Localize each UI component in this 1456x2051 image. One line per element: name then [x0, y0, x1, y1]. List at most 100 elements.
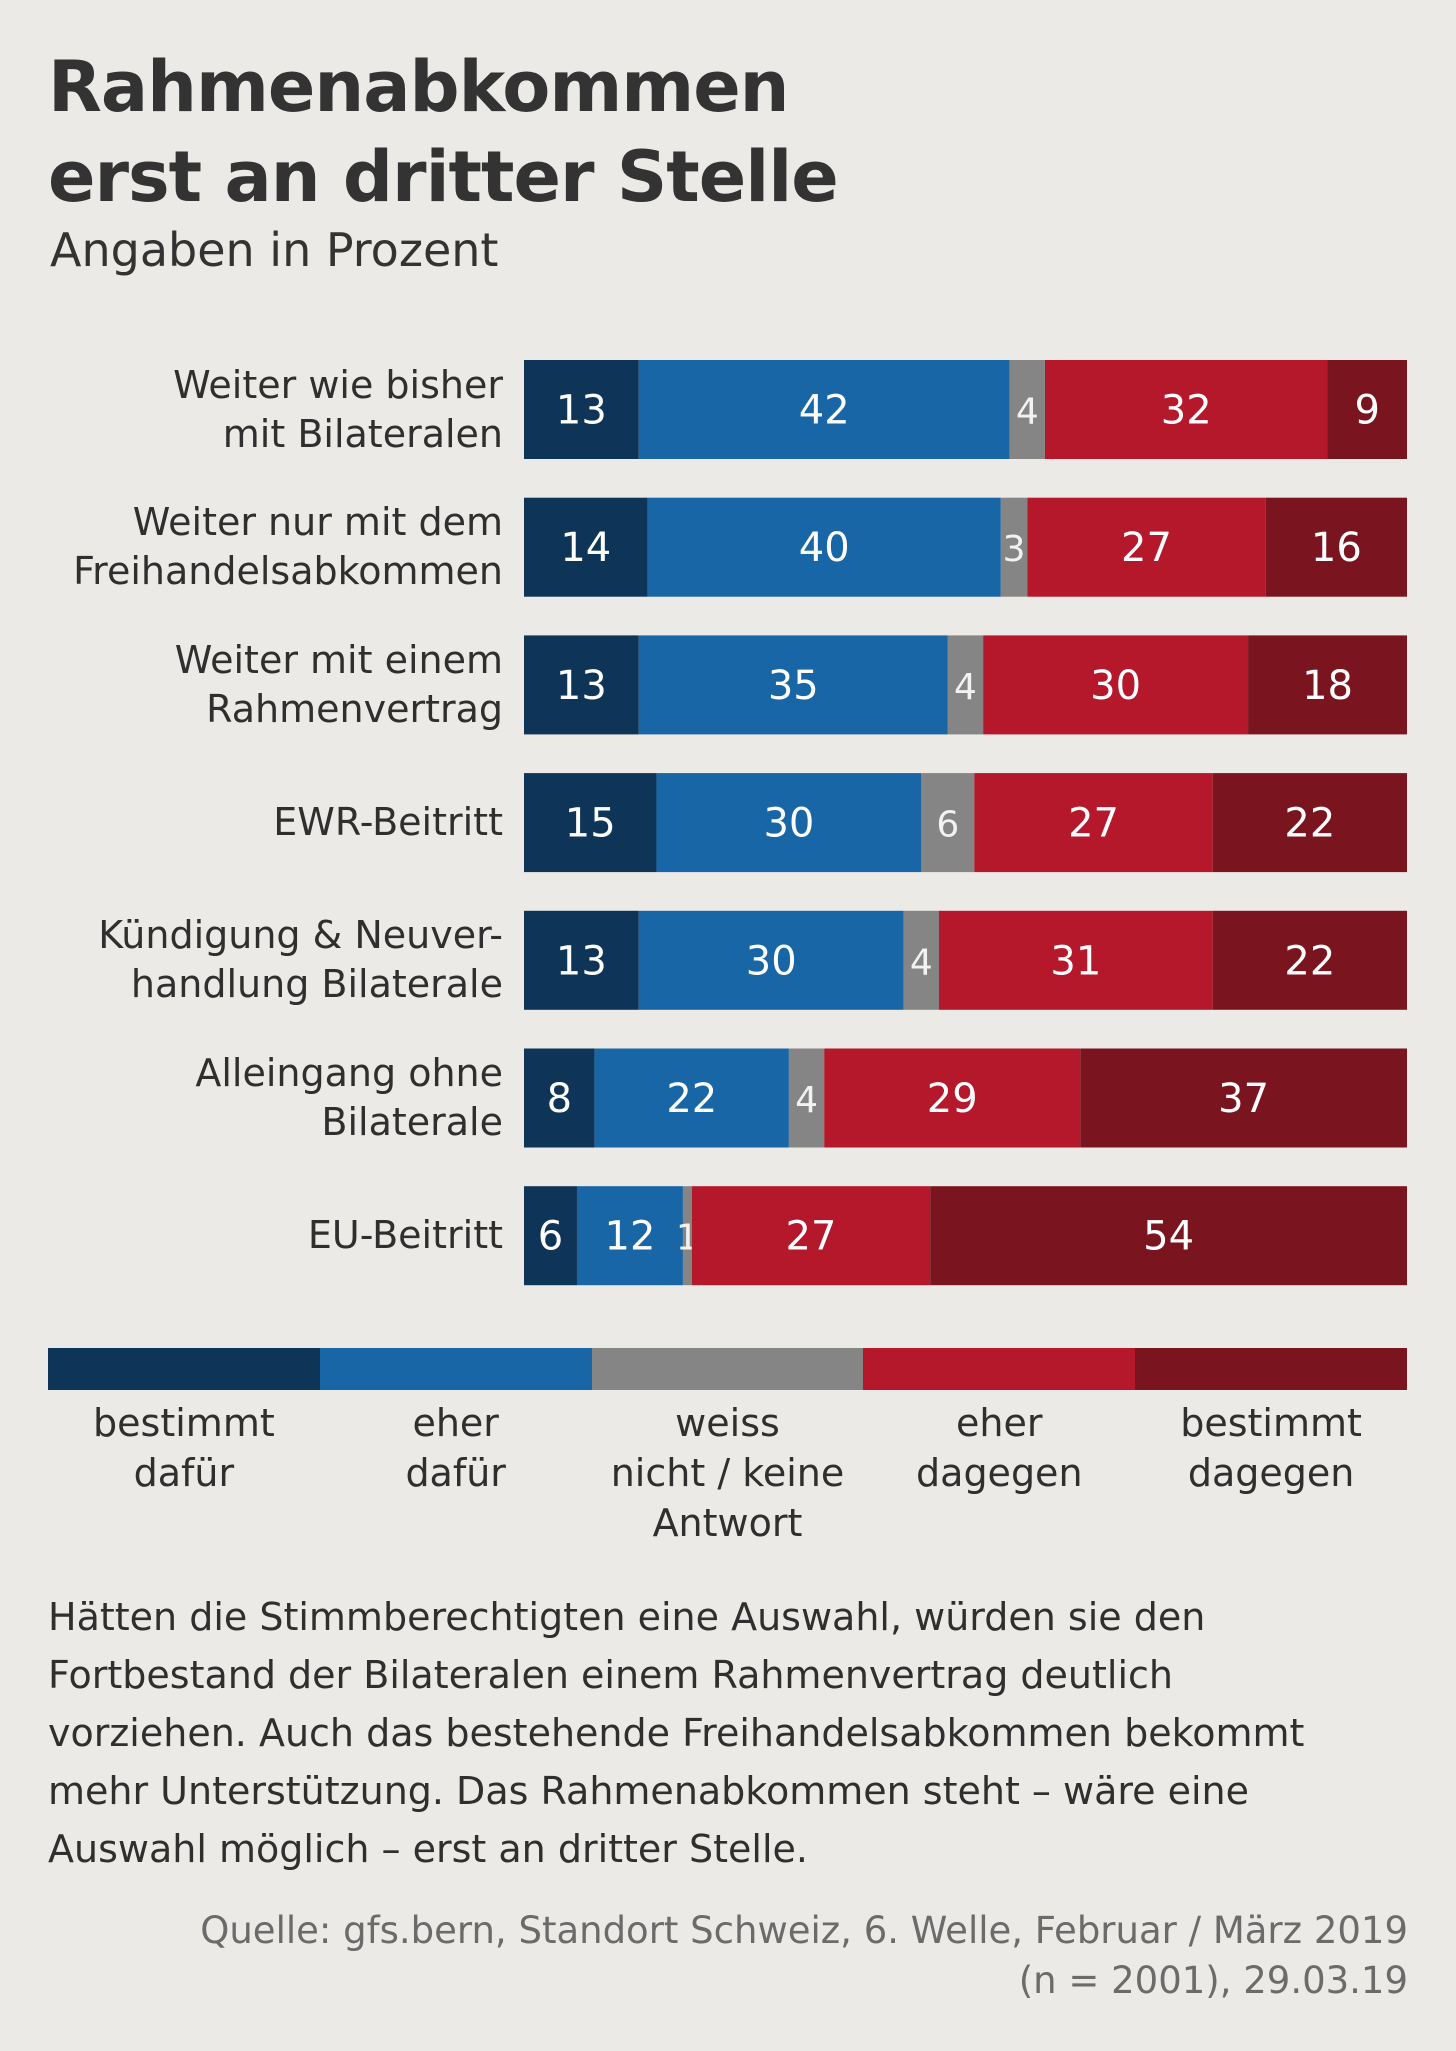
bar-segment: [524, 635, 639, 735]
bar-value-label: 31: [1050, 938, 1101, 984]
bar-segment: [524, 773, 657, 873]
bar-value-label: 3: [1003, 529, 1026, 570]
category-label-line: Rahmenvertrag: [206, 686, 503, 731]
category-label-line: Weiter mit einem: [174, 637, 503, 682]
bar-segment: [524, 497, 648, 597]
legend-label-line: dagegen: [1187, 1451, 1355, 1495]
bar-value-label: 13: [556, 938, 607, 984]
legend-label-line: dafür: [133, 1451, 235, 1495]
bar-segment: [930, 1186, 1407, 1286]
bar-value-label: 29: [927, 1076, 978, 1122]
category-label: Weiter nur mit dem Freihandelsabkommen: [0, 498, 503, 596]
legend-label: bestimmt dafür: [48, 1398, 320, 1498]
bar-value-label: 22: [666, 1076, 717, 1122]
bar-value-label: 40: [799, 525, 850, 571]
bar-segment: [1080, 1048, 1407, 1148]
chart-title: Rahmenabkommen erst an dritter Stelle: [48, 42, 1348, 222]
category-label-line: handlung Bilaterale: [130, 962, 503, 1007]
bar-segment: [576, 1186, 683, 1286]
bar-segment: [903, 910, 940, 1010]
bar-segment: [974, 773, 1213, 873]
bar-value-label: 37: [1218, 1076, 1269, 1122]
bar-value-label: 6: [936, 805, 959, 846]
bar-segment: [983, 635, 1249, 735]
bar-value-label: 4: [954, 667, 977, 708]
chart-subtitle: Angaben in Prozent: [50, 223, 499, 277]
legend-label-line: eher: [956, 1401, 1043, 1445]
bar-value-label: 54: [1143, 1214, 1194, 1260]
bar-segment: [788, 1048, 825, 1148]
category-label-line: EWR-Beitritt: [273, 800, 503, 845]
bar-segment: [1000, 497, 1028, 597]
bar-segment: [1027, 497, 1266, 597]
description-line: vorziehen. Auch das bestehende Freihande…: [48, 1711, 1305, 1755]
category-label: EU-Beitritt: [0, 1211, 503, 1260]
bar-value-label: 18: [1302, 663, 1353, 709]
legend-label-line: bestimmt: [93, 1401, 275, 1445]
category-label-line: Freihandelsabkommen: [73, 549, 503, 594]
category-label: Weiter wie bisher mit Bilateralen: [0, 361, 503, 459]
legend-label-line: Antwort: [652, 1501, 803, 1545]
bar-segment: [638, 910, 904, 1010]
bar-segment: [691, 1186, 931, 1286]
category-label-line: EU-Beitritt: [307, 1213, 503, 1258]
description-line: Auswahl möglich – erst an dritter Stelle…: [48, 1827, 808, 1871]
bar-value-label: 4: [910, 942, 933, 983]
bar-segment: [656, 773, 922, 873]
bar-value-label: 22: [1284, 938, 1335, 984]
legend-label: bestimmt dagegen: [1135, 1398, 1407, 1498]
category-label-line: Bilaterale: [321, 1100, 503, 1144]
legend-label: eher dagegen: [863, 1398, 1135, 1498]
bar-segment: [1327, 360, 1407, 459]
bar-value-label: 4: [1016, 392, 1039, 433]
bar-value-label: 4: [795, 1080, 818, 1121]
chart-title-line: Rahmenabkommen: [48, 46, 790, 128]
legend-label-line: dagegen: [916, 1451, 1083, 1495]
description-line: Hätten die Stimmberechtigten eine Auswah…: [48, 1595, 1206, 1639]
bar-segment: [524, 1048, 595, 1148]
category-label-line: Weiter wie bisher: [173, 362, 503, 407]
bar-segment: [524, 360, 639, 459]
chart-description: Hätten die Stimmberechtigten eine Auswah…: [48, 1588, 1408, 1878]
source-line: (n = 2001), 29.03.19: [1018, 1959, 1408, 2002]
category-label-line: Kündigung & Neuver-: [98, 913, 503, 958]
bar-value-label: 30: [763, 801, 814, 847]
bar-segment: [1009, 360, 1045, 459]
category-label-line: Alleingang ohne: [195, 1051, 503, 1095]
legend-swatch: [1135, 1348, 1408, 1390]
bar-value-label: 14: [560, 525, 611, 571]
bar-segment: [824, 1048, 1081, 1148]
bar-value-label: 35: [768, 663, 819, 709]
bar-value-label: 9: [1355, 388, 1380, 434]
stacked-bar-chart: 13 42 4 32 9 14 40 3 27 16 13 35 4 30 18 15 30 6 27 22 13 30 4…: [524, 360, 1407, 1286]
legend-swatch: [591, 1348, 864, 1390]
bar-value-label: 13: [556, 663, 607, 709]
source-line: Quelle: gfs.bern, Standort Schweiz, 6. W…: [200, 1909, 1408, 1952]
category-label: Alleingang ohne Bilaterale: [0, 1049, 503, 1147]
legend-label-line: weiss: [675, 1401, 780, 1445]
legend-label: weiss nicht / keine Antwort: [592, 1398, 864, 1548]
bar-value-label: 27: [786, 1214, 837, 1260]
bar-segment: [1044, 360, 1328, 459]
bar-value-label: 16: [1311, 525, 1362, 571]
chart-title-line: erst an dritter Stelle: [48, 136, 839, 218]
legend-label: eher dafür: [320, 1398, 592, 1498]
bar-segment: [638, 360, 1010, 459]
bar-value-label: 42: [799, 388, 850, 434]
bar-segment: [594, 1048, 789, 1148]
bar-value-label: 30: [1090, 663, 1141, 709]
bar-value-label: 12: [605, 1214, 656, 1260]
bar-segment: [524, 1186, 577, 1286]
bar-segment: [1248, 635, 1407, 735]
bar-segment: [638, 635, 948, 735]
bar-segment: [947, 635, 984, 735]
bar-segment: [682, 1186, 692, 1286]
bar-value-label: 6: [538, 1214, 563, 1260]
bar-value-label: 15: [565, 801, 616, 847]
legend-label-line: dafür: [405, 1451, 506, 1495]
category-label-line: Weiter nur mit dem: [132, 500, 503, 545]
legend-swatch: [48, 1348, 321, 1390]
category-label-line: mit Bilateralen: [222, 411, 503, 456]
bar-value-label: 27: [1068, 801, 1119, 847]
bar-value-label: 22: [1284, 801, 1335, 847]
